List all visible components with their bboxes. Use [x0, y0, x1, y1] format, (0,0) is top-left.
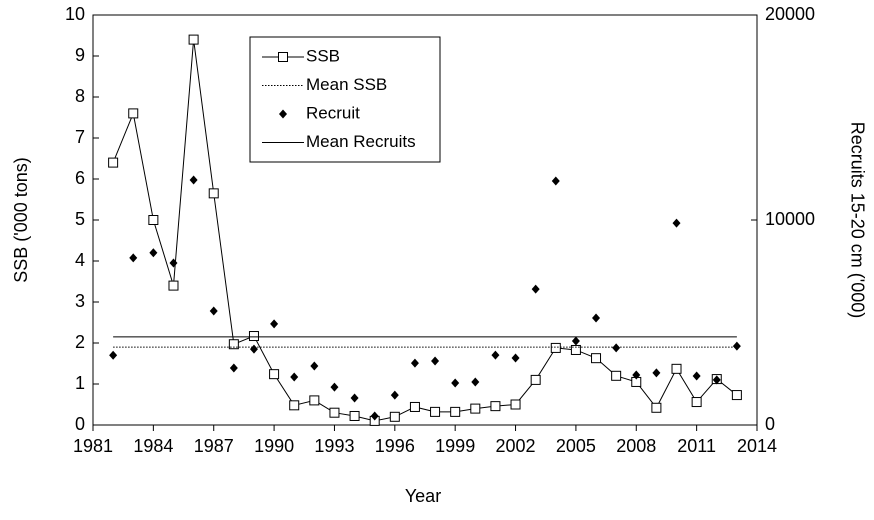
ssb-marker	[278, 52, 288, 62]
recruit-marker	[531, 284, 540, 294]
y-tick-label: 3	[75, 291, 85, 311]
recruit-marker	[431, 356, 440, 366]
x-tick-label: 1990	[254, 436, 294, 456]
ssb-marker	[349, 410, 360, 421]
ssb-marker	[168, 280, 179, 291]
x-axis-label: Year	[405, 486, 441, 506]
ssb-marker	[309, 395, 320, 406]
x-tick-label: 1996	[375, 436, 415, 456]
ssb-marker	[409, 401, 420, 412]
legend-label: Mean SSB	[306, 75, 387, 94]
recruit-marker	[270, 319, 279, 329]
y-tick-label: 8	[75, 86, 85, 106]
ssb-marker	[248, 331, 259, 342]
y-tick-label: 10	[65, 4, 85, 24]
ssb-marker	[389, 411, 400, 422]
ssb-marker	[490, 401, 501, 412]
legend: SSB Mean SSB Recruit Mean Recruits	[249, 36, 441, 163]
ssb-marker	[128, 108, 139, 119]
ssb-marker	[530, 374, 541, 385]
legend-label: Mean Recruits	[306, 132, 416, 151]
recruit-marker	[652, 368, 661, 378]
y-tick-label: 4	[75, 250, 85, 270]
x-tick-label: 2008	[616, 436, 656, 456]
x-tick-label: 1999	[435, 436, 475, 456]
recruit-marker	[279, 109, 287, 119]
recruit-marker	[370, 411, 379, 421]
y2-axis-label: Recruits 15-20 cm ('000)	[847, 122, 867, 319]
ssb-marker	[108, 157, 119, 168]
recruit-marker	[310, 361, 319, 371]
ssb-marker	[430, 406, 441, 417]
y-tick-label: 1	[75, 373, 85, 393]
y-tick-label: 2	[75, 332, 85, 352]
x-tick-label: 1981	[73, 436, 113, 456]
recruit-marker	[410, 358, 419, 368]
x-tick-label: 2014	[737, 436, 777, 456]
ssb-marker	[731, 390, 742, 401]
x-tick-label: 2011	[677, 436, 716, 456]
recruit-marker	[330, 382, 339, 392]
recruit-marker	[209, 306, 218, 316]
x-tick-label: 2002	[496, 436, 536, 456]
y2-tick-label: 0	[765, 414, 775, 434]
y2-tick-label: 20000	[765, 4, 815, 24]
y-tick-label: 6	[75, 168, 85, 188]
ssb-marker	[148, 215, 159, 225]
ssb-marker	[591, 353, 602, 364]
recruit-marker	[290, 372, 299, 382]
ssb-marker	[550, 342, 561, 353]
legend-label: Recruit	[306, 103, 360, 122]
recruit-marker	[169, 258, 178, 268]
ssb-marker	[208, 188, 219, 199]
y-tick-label: 9	[75, 45, 85, 65]
x-tick-label: 1987	[194, 436, 234, 456]
ssb-marker	[510, 399, 521, 410]
recruit-marker	[491, 350, 500, 360]
ssb-marker	[671, 363, 682, 374]
recruit-marker	[189, 175, 198, 185]
recruit-marker	[350, 393, 359, 403]
ssb-marker	[450, 406, 461, 417]
ssb-marker	[269, 369, 280, 380]
y-tick-label: 7	[75, 127, 85, 147]
ssb-marker	[228, 339, 239, 350]
recruit-marker	[612, 343, 621, 353]
ssb-marker	[188, 34, 199, 45]
recruit-marker	[551, 176, 560, 186]
recruit-marker	[692, 371, 701, 381]
ssb-marker	[289, 400, 300, 411]
recruit-marker	[712, 375, 721, 385]
recruit-marker	[592, 313, 601, 323]
recruit-marker	[129, 253, 138, 263]
ssb-marker	[611, 370, 622, 381]
recruit-marker	[571, 336, 580, 346]
recruit-marker	[471, 377, 480, 387]
recruit-marker	[109, 350, 118, 360]
recruit-marker	[732, 341, 741, 351]
recruit-marker	[390, 390, 399, 400]
x-tick-label: 1993	[314, 436, 354, 456]
x-tick-label: 1984	[133, 436, 173, 456]
y-tick-label: 5	[75, 209, 85, 229]
ssb-marker	[329, 407, 340, 418]
recruit-marker	[672, 218, 681, 228]
recruit-marker	[632, 370, 641, 380]
y-axis-label: SSB ('000 tons)	[11, 157, 31, 283]
ssb-marker	[570, 344, 581, 355]
ssb-marker	[470, 403, 481, 414]
ssb-marker	[651, 402, 662, 413]
recruit-marker	[249, 344, 258, 354]
x-tick-label: 2005	[556, 436, 596, 456]
recruit-marker	[229, 363, 238, 373]
recruit-marker	[451, 378, 460, 388]
y-tick-label: 0	[75, 414, 85, 434]
recruit-marker	[511, 353, 520, 363]
recruit-marker	[149, 248, 158, 258]
y2-tick-label: 10000	[765, 209, 815, 229]
ssb-marker	[691, 397, 702, 408]
legend-label: SSB	[306, 46, 340, 65]
